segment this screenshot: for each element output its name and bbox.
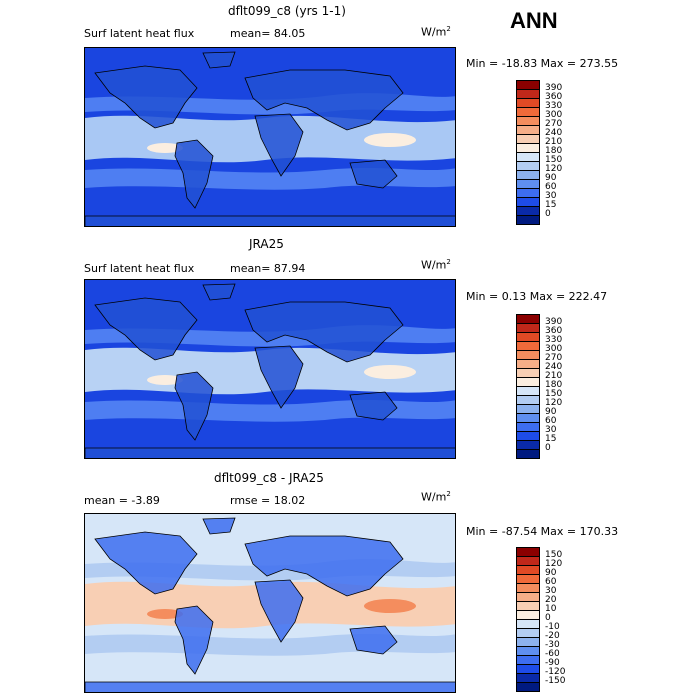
colorbar-label: 390 (545, 317, 563, 327)
map-continent-outline (94, 297, 198, 361)
map-continent-outline (254, 113, 304, 177)
colorbar-label: 180 (545, 146, 563, 156)
colorbar-label: 60 (545, 577, 557, 587)
map-continent-outline (254, 579, 304, 643)
colorbar-label: 0 (545, 209, 551, 219)
colorbar-label: 60 (545, 416, 557, 426)
colorbar-label: 150 (545, 155, 563, 165)
panel2-units: W/m2 (421, 258, 451, 272)
panel3-map (84, 513, 456, 693)
panel1-minmax: Min = -18.83 Max = 273.55 (466, 57, 619, 70)
map-continent-outline (349, 159, 398, 189)
panel1-map (84, 47, 456, 227)
colorbar-label: 120 (545, 398, 563, 408)
colorbar-label: 360 (545, 92, 563, 102)
colorbar-label: 30 (545, 425, 557, 435)
colorbar-label: -120 (545, 667, 566, 677)
colorbar-label: 30 (545, 586, 557, 596)
colorbar-label: 15 (545, 200, 557, 210)
panel1-title: dflt099_c8 (yrs 1-1) (228, 4, 346, 18)
panel1-mean: mean= 84.05 (230, 27, 306, 40)
map-warm-patch (364, 365, 416, 379)
map-warm-patch (147, 375, 183, 385)
map-warm-patch (364, 599, 416, 613)
colorbar-swatch (516, 682, 540, 692)
panel3-title: dflt099_c8 - JRA25 (214, 471, 324, 485)
colorbar-swatch (516, 449, 540, 459)
map-continent-outline (244, 301, 404, 363)
colorbar-label: 150 (545, 550, 563, 560)
panel2-variable: Surf latent heat flux (84, 262, 195, 275)
panel1-variable: Surf latent heat flux (84, 27, 195, 40)
colorbar-label: 150 (545, 389, 563, 399)
colorbar-label: 240 (545, 362, 563, 372)
map-continent-outline (94, 65, 198, 129)
map-continent-outline (174, 371, 214, 441)
colorbar-label: -20 (545, 631, 560, 641)
colorbar-label: 210 (545, 371, 563, 381)
colorbar-label: 270 (545, 119, 563, 129)
colorbar-label: 90 (545, 407, 557, 417)
map-continent-outline (174, 605, 214, 675)
panel2-title: JRA25 (249, 237, 284, 251)
colorbar-label: 240 (545, 128, 563, 138)
map-continent-outline (202, 517, 236, 535)
colorbar-label: 60 (545, 182, 557, 192)
colorbar-label: -90 (545, 658, 560, 668)
colorbar-label: 180 (545, 380, 563, 390)
colorbar-label: -60 (545, 649, 560, 659)
map-warm-patch (147, 609, 183, 619)
colorbar-label: -150 (545, 676, 566, 686)
colorbar-label: 90 (545, 173, 557, 183)
panel1-units: W/m2 (421, 25, 451, 39)
colorbar-label: 270 (545, 353, 563, 363)
map-continent-outline (94, 531, 198, 595)
panel3-units: W/m2 (421, 490, 451, 504)
colorbar-swatch (516, 215, 540, 225)
map-continent-outline (202, 51, 236, 69)
map-continent-outline (85, 681, 455, 692)
colorbar-label: 120 (545, 164, 563, 174)
map-continent-outline (174, 139, 214, 209)
panel3-rmse: rmse = 18.02 (230, 494, 306, 507)
colorbar-label: 30 (545, 191, 557, 201)
colorbar-label: 20 (545, 595, 557, 605)
colorbar-label: -10 (545, 622, 560, 632)
colorbar-label: 390 (545, 83, 563, 93)
colorbar-label: 0 (545, 613, 551, 623)
colorbar-label: -30 (545, 640, 560, 650)
map-continent-outline (349, 391, 398, 421)
panel2-mean: mean= 87.94 (230, 262, 306, 275)
map-warm-patch (147, 143, 183, 153)
colorbar-label: 360 (545, 326, 563, 336)
colorbar-label: 120 (545, 559, 563, 569)
map-continent-outline (85, 215, 455, 226)
colorbar-label: 0 (545, 443, 551, 453)
map-continent-outline (244, 535, 404, 597)
panel2-minmax: Min = 0.13 Max = 222.47 (466, 290, 608, 303)
panel3-minmax: Min = -87.54 Max = 170.33 (466, 525, 619, 538)
colorbar-label: 15 (545, 434, 557, 444)
colorbar-label: 330 (545, 101, 563, 111)
season-label: ANN (510, 8, 558, 33)
panel3-mean: mean = -3.89 (84, 494, 160, 507)
colorbar-label: 210 (545, 137, 563, 147)
colorbar-label: 90 (545, 568, 557, 578)
map-continent-outline (202, 283, 236, 301)
colorbar-label: 300 (545, 344, 563, 354)
map-continent-outline (85, 447, 455, 458)
colorbar-label: 10 (545, 604, 557, 614)
colorbar-label: 300 (545, 110, 563, 120)
map-warm-patch (364, 133, 416, 147)
panel2-map (84, 279, 456, 459)
map-continent-outline (349, 625, 398, 655)
map-continent-outline (254, 345, 304, 409)
map-continent-outline (244, 69, 404, 131)
colorbar-label: 330 (545, 335, 563, 345)
